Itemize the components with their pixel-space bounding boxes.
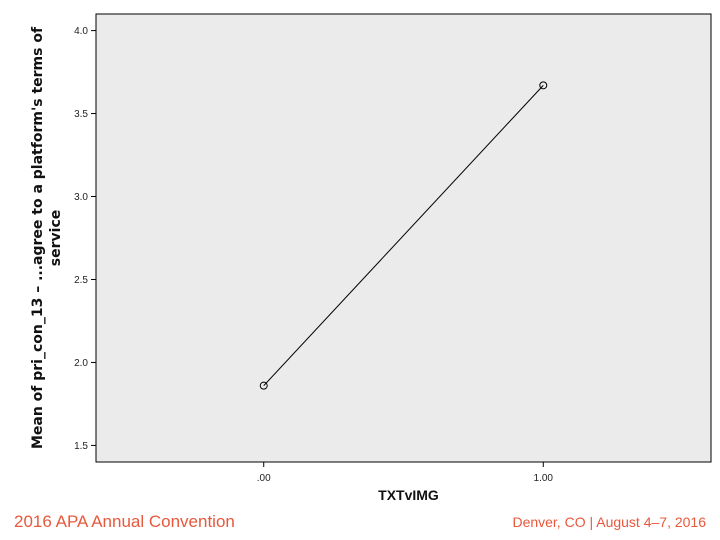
y-tick-label: 1.5: [74, 441, 88, 452]
data-point: [259, 381, 268, 390]
convention-location-date: Denver, CO | August 4–7, 2016: [512, 514, 706, 530]
y-axis: 1.5 2.0 2.5 3.0 3.5 4.0: [74, 26, 96, 452]
x-axis: .00 1.00: [257, 462, 554, 484]
footer: 2016 APA Annual Convention Denver, CO | …: [0, 510, 720, 540]
y-tick-label: 3.5: [74, 109, 88, 120]
chart: 1.5 2.0 2.5 3.0 3.5 4.0 .00 1.00 TXTvIMG Mean …: [30, 13, 712, 503]
y-tick-label: 2.5: [74, 275, 88, 286]
convention-title: 2016 APA Annual Convention: [14, 512, 235, 531]
y-tick-label: 2.0: [74, 358, 88, 369]
x-axis-title: TXTvIMG: [378, 487, 439, 503]
series-line: [263, 85, 544, 387]
y-tick-label: 4.0: [74, 26, 88, 37]
x-tick-label: .00: [257, 473, 271, 484]
series-layer: [259, 81, 548, 390]
y-axis-title-line-1: Mean of pri_con_13 – ...agree to a platf…: [30, 26, 46, 449]
y-tick-label: 3.0: [74, 192, 88, 203]
data-point: [539, 81, 548, 90]
plot-area: [95, 13, 712, 463]
y-axis-title-line-2: service: [48, 210, 64, 266]
y-axis-title: Mean of pri_con_13 – ...agree to a platf…: [30, 26, 64, 449]
x-tick-label: 1.00: [534, 473, 554, 484]
